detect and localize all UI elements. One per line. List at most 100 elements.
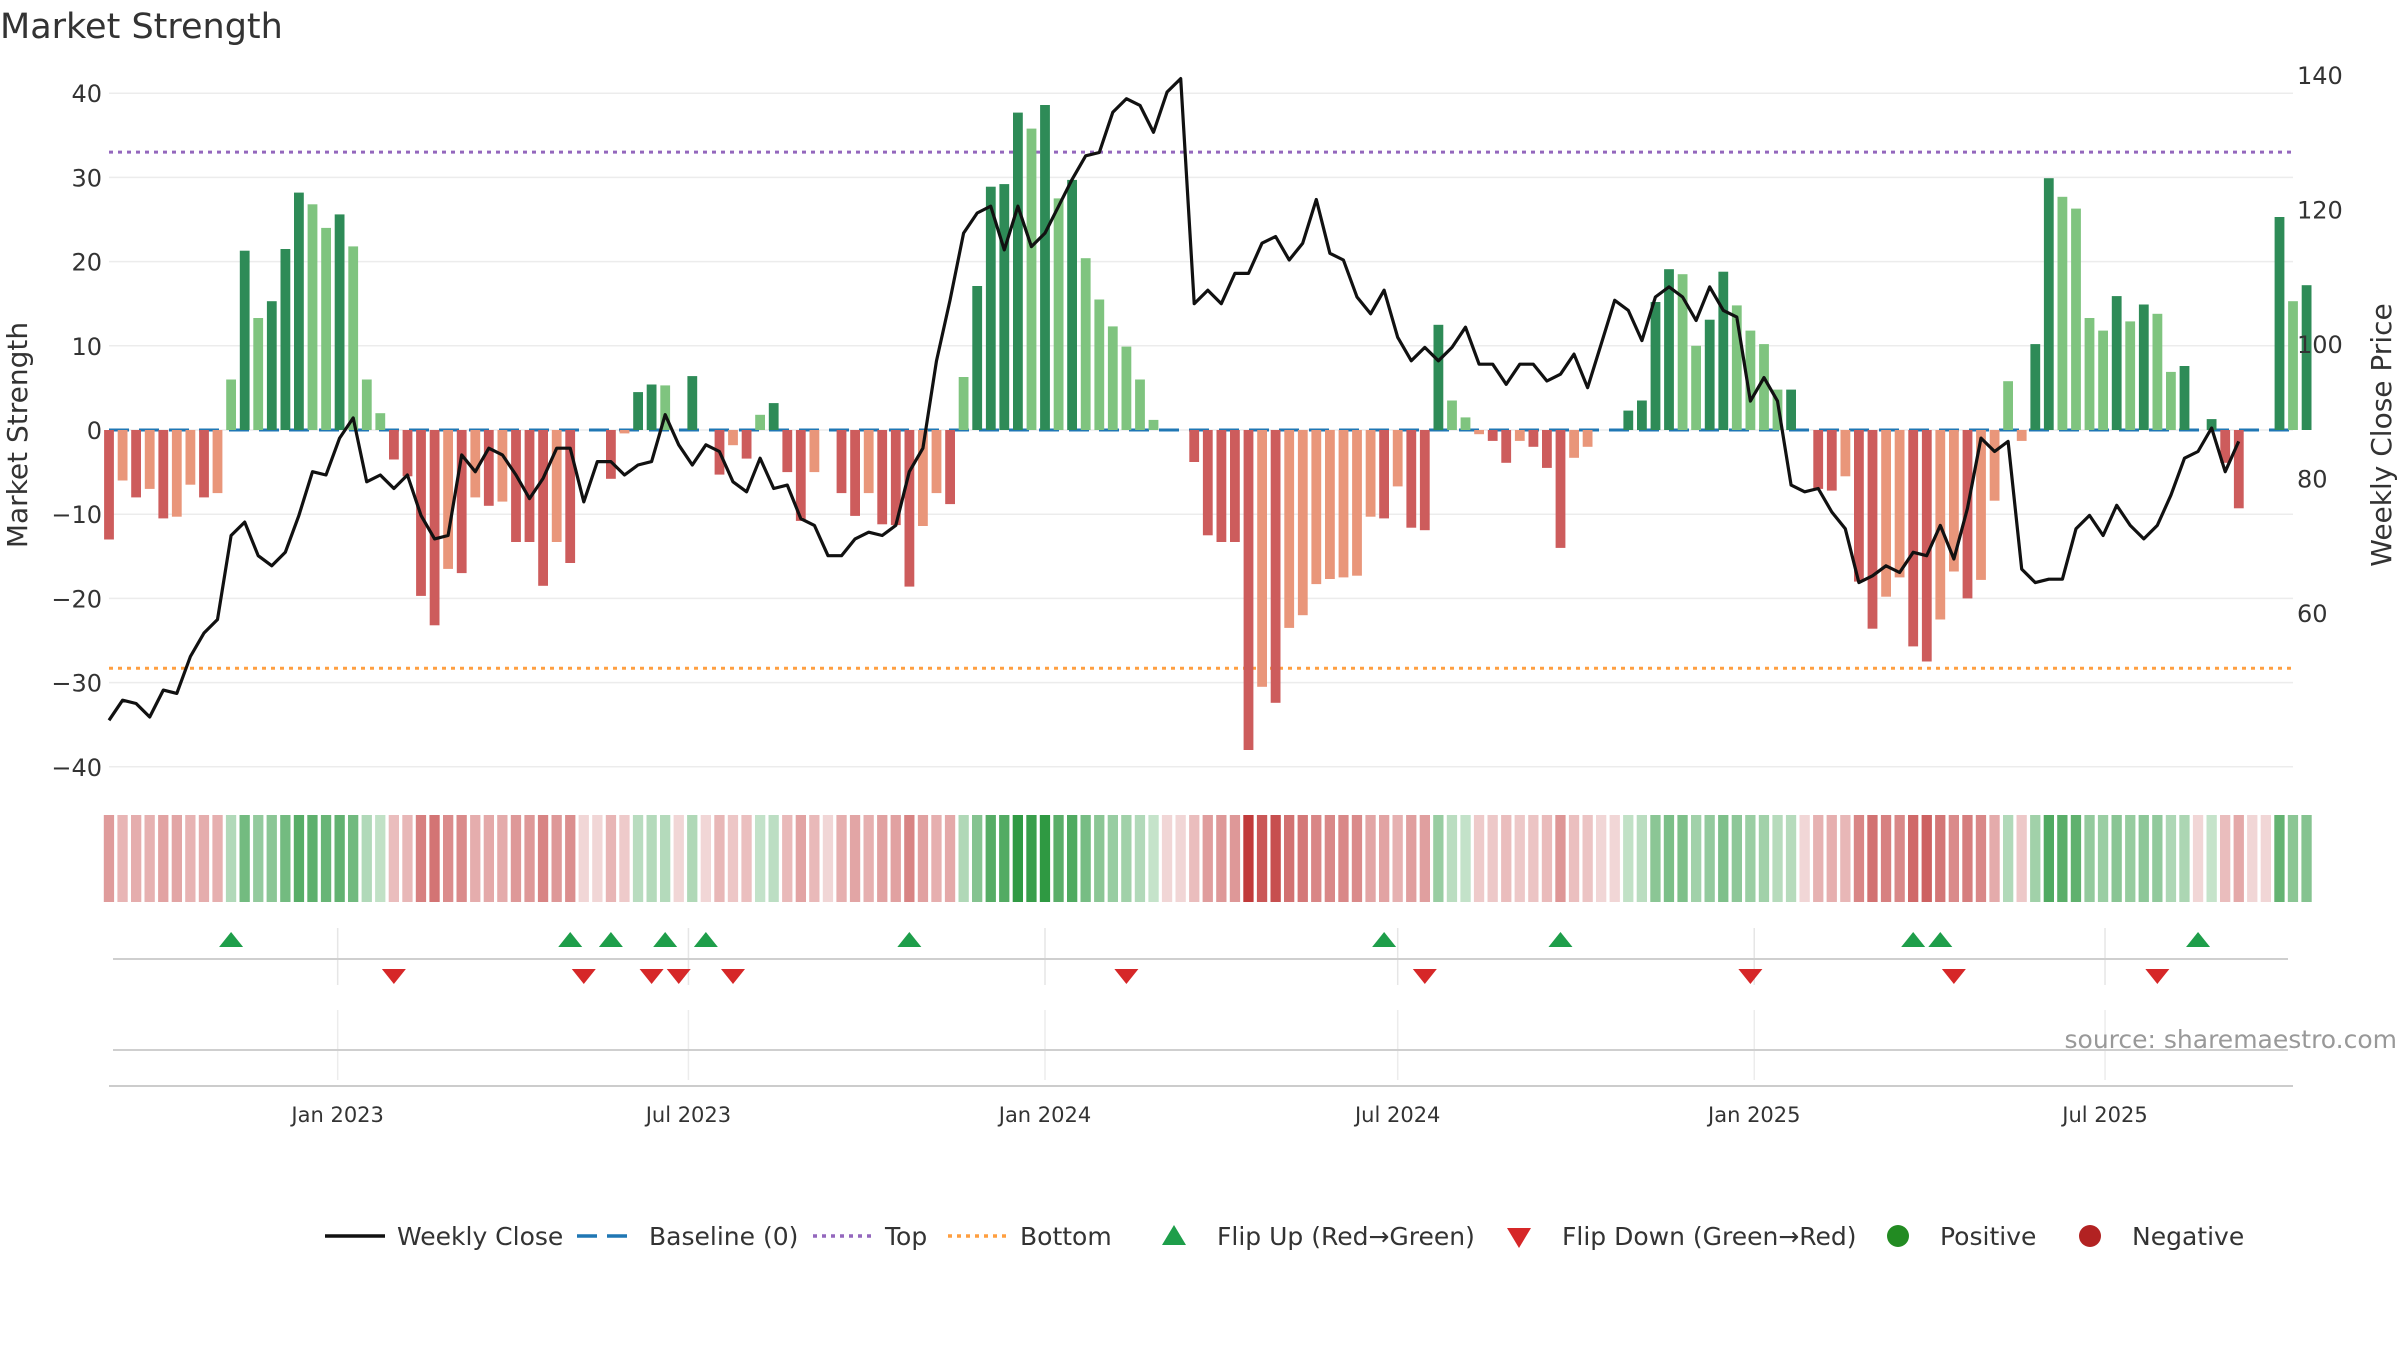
heatmap-cell bbox=[673, 815, 684, 902]
heatmap-cell bbox=[2206, 815, 2217, 902]
heatmap-cell bbox=[605, 815, 617, 902]
strength-bar bbox=[1745, 330, 1756, 430]
strength-bar bbox=[2071, 208, 2081, 430]
legend-item: Flip Down (Green→Red) bbox=[1507, 1222, 1857, 1251]
strength-heatmap-strip bbox=[103, 815, 2312, 902]
flip-down-marker bbox=[1412, 969, 1437, 984]
strength-bar bbox=[497, 430, 508, 502]
flip-down-marker bbox=[1738, 969, 1763, 984]
strength-bar bbox=[1881, 430, 1891, 597]
strength-bar bbox=[402, 430, 413, 477]
heatmap-cell bbox=[1731, 815, 1742, 902]
strength-bar bbox=[1894, 430, 1905, 578]
heatmap-cell bbox=[266, 815, 277, 902]
heatmap-cell bbox=[1161, 815, 1173, 902]
heatmap-cell bbox=[727, 815, 739, 902]
y2-tick-label: 80 bbox=[2297, 465, 2328, 493]
heatmap-cell bbox=[1284, 815, 1295, 902]
flip-down-marker bbox=[1114, 969, 1139, 984]
strength-bar bbox=[551, 430, 562, 542]
heatmap-cell bbox=[1216, 815, 1227, 902]
legend-circle-icon bbox=[2079, 1225, 2101, 1247]
strength-bar bbox=[809, 430, 820, 473]
heatmap-cell bbox=[619, 815, 630, 902]
strength-bar bbox=[1677, 274, 1688, 430]
heatmap-cell bbox=[1121, 815, 1132, 902]
legend-item: Flip Up (Red→Green) bbox=[1162, 1222, 1475, 1251]
strength-bar bbox=[443, 430, 453, 569]
strength-bar bbox=[1297, 430, 1308, 616]
legend-label: Baseline (0) bbox=[649, 1222, 798, 1251]
y-axis-right: 140 120 100 80 60 bbox=[2297, 62, 2343, 628]
heatmap-cell bbox=[592, 815, 603, 902]
y-tick-label: −40 bbox=[51, 754, 102, 782]
strength-bar bbox=[1013, 112, 1023, 430]
heatmap-cell bbox=[158, 815, 169, 902]
heatmap-cell bbox=[904, 815, 915, 902]
strength-bar bbox=[185, 430, 196, 485]
heatmap-cell bbox=[1989, 815, 2000, 902]
strength-bar bbox=[958, 377, 969, 430]
flip-up-marker bbox=[219, 932, 244, 947]
flip-up-marker bbox=[897, 932, 922, 947]
heatmap-cell bbox=[877, 815, 888, 902]
legend-label: Positive bbox=[1940, 1222, 2036, 1251]
strength-bar bbox=[1392, 430, 1403, 487]
heatmap-cell bbox=[2287, 815, 2299, 902]
strength-bar bbox=[1419, 430, 1430, 531]
x-tick-label: Jan 2023 bbox=[289, 1103, 384, 1127]
heatmap-cell bbox=[1718, 815, 1729, 902]
strength-bar bbox=[2098, 330, 2108, 430]
heatmap-cell bbox=[2233, 815, 2244, 902]
strength-bar bbox=[144, 430, 155, 489]
strength-bar bbox=[2166, 371, 2176, 430]
heatmap-cell bbox=[1826, 815, 1837, 902]
heatmap-cell bbox=[2274, 815, 2285, 902]
strength-bar bbox=[782, 430, 793, 473]
heatmap-cell bbox=[999, 815, 1010, 902]
legend-circle-icon bbox=[1887, 1225, 1909, 1247]
heatmap-cell bbox=[958, 815, 969, 902]
flip-down-marker bbox=[639, 969, 664, 984]
heatmap-cell bbox=[144, 815, 155, 902]
heatmap-cell bbox=[1202, 815, 1213, 902]
strength-bar bbox=[1230, 430, 1240, 542]
strength-bar bbox=[606, 430, 616, 479]
strength-bar bbox=[1949, 430, 1959, 572]
strength-bar bbox=[1243, 430, 1254, 750]
heatmap-cell bbox=[1433, 815, 1444, 902]
strength-bar bbox=[850, 430, 860, 516]
heatmap-cell bbox=[1704, 815, 1715, 902]
strength-bar bbox=[239, 250, 250, 430]
strength-bar bbox=[2206, 419, 2217, 430]
heatmap-cell bbox=[1107, 815, 1118, 902]
heatmap-cell bbox=[985, 815, 996, 902]
heatmap-cell bbox=[1894, 815, 1905, 902]
strength-bar bbox=[795, 430, 806, 521]
heatmap-cell bbox=[565, 815, 576, 902]
strength-bar bbox=[117, 430, 128, 481]
strength-bar bbox=[728, 430, 738, 446]
heatmap-cell bbox=[225, 815, 237, 902]
y-tick-label: −10 bbox=[51, 501, 102, 529]
strength-bar bbox=[1854, 430, 1864, 582]
strength-bar bbox=[226, 379, 236, 430]
strength-bar bbox=[1704, 319, 1715, 430]
heatmap-cell bbox=[972, 815, 983, 902]
heatmap-cell bbox=[103, 815, 115, 902]
strength-bar bbox=[1040, 105, 1050, 430]
heatmap-cell bbox=[388, 815, 399, 902]
heatmap-cell bbox=[822, 815, 834, 902]
heatmap-cell bbox=[836, 815, 847, 902]
heatmap-cell bbox=[1473, 815, 1485, 902]
strength-bar bbox=[321, 227, 331, 430]
flip-down-marker bbox=[381, 969, 406, 984]
strength-bar bbox=[687, 376, 698, 430]
strength-bar bbox=[1759, 344, 1769, 430]
flip-up-marker bbox=[1901, 932, 1926, 947]
heatmap-cell bbox=[1406, 815, 1417, 902]
heatmap-cell bbox=[714, 815, 725, 902]
heatmap-cell bbox=[320, 815, 332, 902]
strength-bar bbox=[389, 430, 399, 460]
strength-bar bbox=[1813, 430, 1824, 489]
